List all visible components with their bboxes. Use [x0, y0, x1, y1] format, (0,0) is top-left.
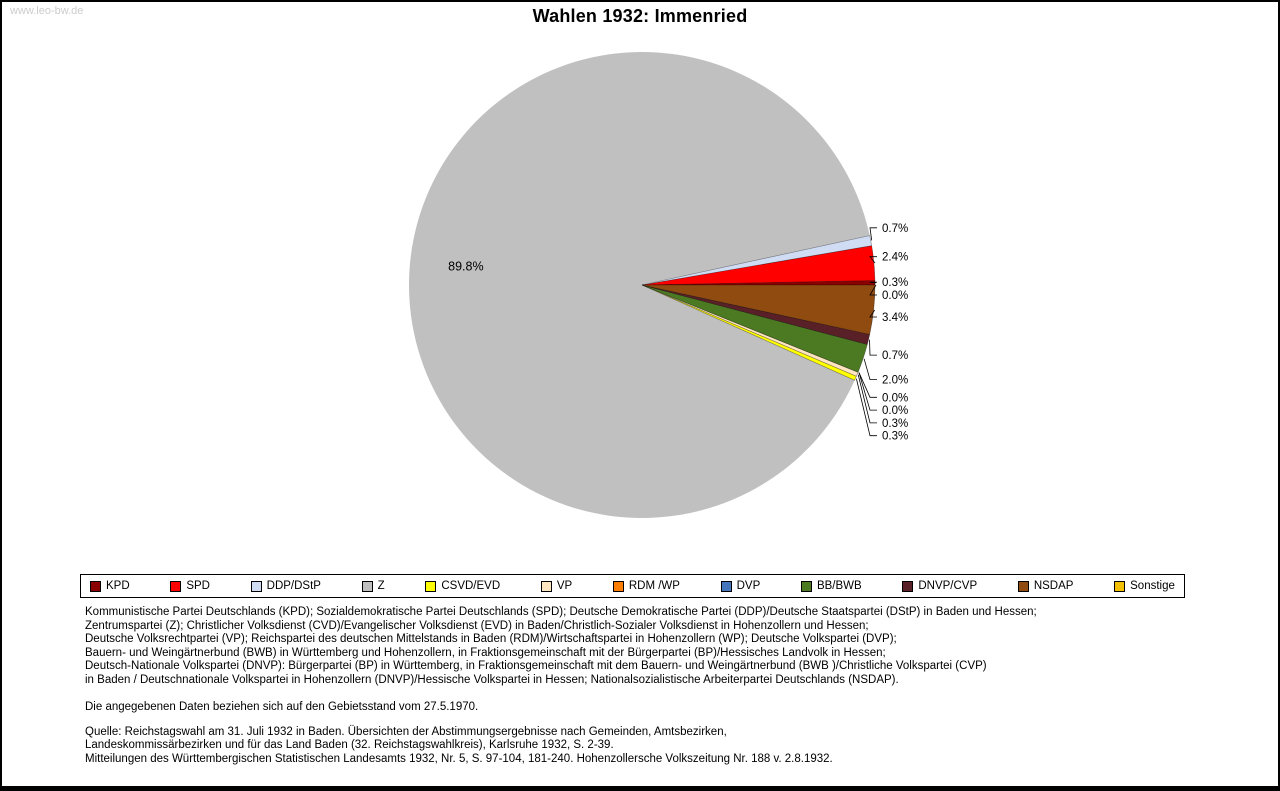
legend-label: DNVP/CVP	[918, 580, 978, 592]
legend-item-dnvp-cvp: DNVP/CVP	[902, 580, 977, 592]
legend-item-sonstige: Sonstige	[1114, 580, 1175, 592]
legend-swatch-nsdap	[1017, 580, 1029, 592]
text-line: Quelle: Reichstagswahl am 31. Juli 1932 …	[85, 725, 727, 738]
label-leader-line-ddp-dstp	[869, 227, 877, 241]
legend-item-vp: VP	[540, 580, 573, 592]
legend-item-csvd-evd: CSVD/EVD	[425, 580, 500, 592]
label-leader-line-spd	[869, 256, 877, 264]
legend-label: KPD	[106, 580, 130, 592]
legend-label: BB/BWB	[816, 580, 862, 592]
legend-label: CSVD/EVD	[441, 580, 501, 592]
legend-swatch-kpd	[90, 580, 101, 592]
party-abbreviation-lines: Kommunistische Partei Deutschlands (KPD)…	[85, 606, 1037, 687]
legend-item-ddp-dstp: DDP/DStP	[250, 580, 321, 592]
text-line: Deutsch-Nationale Volkspartei (DNVP): Bü…	[85, 660, 987, 672]
footer-notes: Kommunistische Partei Deutschlands (KPD)…	[85, 606, 1037, 766]
chart-title: Wahlen 1932: Immenried	[532, 6, 748, 26]
text-line: in Baden / Deutschnationale Volkspartei …	[85, 673, 899, 686]
legend-item-nsdap: NSDAP	[1017, 580, 1074, 592]
label-leader-line-sonstige	[869, 284, 877, 296]
legend-label: SPD	[186, 580, 210, 592]
pie-slice-dnvp-cvp	[641, 284, 871, 345]
label-leader-line-rdm-wp	[858, 372, 877, 398]
legend-swatch-vp	[540, 580, 552, 592]
legend-swatch-csvd-evd	[425, 580, 437, 592]
label-leader-line-dnvp-cvp	[869, 339, 877, 356]
pie-label-sonstige: 0.0%	[882, 290, 908, 302]
pie-slice-spd	[641, 245, 876, 286]
text-line: Mitteilungen des Württembergischen Stati…	[85, 752, 833, 765]
label-leader-line-vp	[857, 374, 877, 424]
pie-slice-vp	[641, 284, 859, 377]
label-leader-line-bb-bwb	[863, 358, 877, 381]
pie-label-dvp: 0.0%	[882, 405, 908, 417]
text-line: Landeskommissärbezirken und für das Land…	[85, 739, 614, 751]
legend-label: Z	[377, 580, 385, 592]
pie-label-kpd: 0.3%	[882, 277, 908, 289]
label-leader-line-nsdap	[869, 309, 877, 318]
legend-item-dvp: DVP	[720, 580, 761, 592]
label-leader-line-kpd	[869, 281, 877, 284]
legend-swatch-dnvp-cvp	[902, 580, 914, 592]
legend-item-bb-bwb: BB/BWB	[800, 580, 862, 592]
legend-swatch-ddp-dstp	[250, 580, 262, 592]
label-leader-line-dvp	[858, 372, 877, 411]
pie-slice-ddp-dstp	[641, 235, 872, 286]
pie-label-spd: 2.4%	[882, 252, 908, 264]
pie-label-bb-bwb: 2.0%	[882, 375, 908, 387]
label-leader-line-csvd-evd	[856, 378, 877, 437]
legend-item-rdm-wp: RDM /WP	[612, 580, 680, 592]
legend-label: DDP/DStP	[266, 580, 321, 592]
pie-slice-csvd-evd	[641, 284, 857, 381]
legend-item-z: Z	[361, 580, 385, 592]
pie-label-rdm-wp: 0.0%	[882, 392, 908, 404]
gebietsstand-note: Die angegebenen Daten beziehen sich auf …	[85, 701, 479, 713]
legend-item-kpd: KPD	[90, 580, 130, 592]
source-note: Quelle: Reichstagswahl am 31. Juli 1932 …	[85, 726, 1037, 767]
pie-slice-bb-bwb	[641, 284, 868, 373]
legend-label: RDM /WP	[628, 580, 680, 592]
pie-label-inside-z: 89.8%	[448, 260, 483, 274]
text-line: Bauern- und Weingärtnerbund (BWB) in Wür…	[85, 646, 886, 659]
legend: KPD SPD DDP/DStP Z CSVD/EVD VP RDM /WP DVP BB/BW…	[80, 574, 1185, 598]
text-line: Deutsche Volksrechtpartei (VP); Reichspa…	[85, 633, 897, 645]
pie-chart: 89.8%0.7%2.4%0.3%0.0%3.4%0.7%2.0%0.0%0.0…	[408, 52, 908, 519]
text-line: Zentrumspartei (Z); Christlicher Volksdi…	[85, 619, 869, 632]
text-line: Kommunistische Partei Deutschlands (KPD)…	[85, 606, 1037, 618]
legend-swatch-sonstige	[1114, 580, 1126, 592]
legend-swatch-spd	[170, 580, 182, 592]
legend-label: VP	[556, 580, 573, 592]
legend-label: NSDAP	[1033, 580, 1074, 592]
legend-swatch-bb-bwb	[800, 580, 812, 592]
pie-label-vp: 0.3%	[882, 418, 908, 430]
legend-swatch-dvp	[720, 580, 732, 592]
pie-slice-z	[408, 52, 870, 519]
legend-swatch-z	[361, 580, 373, 592]
pie-label-dnvp-cvp: 0.7%	[882, 350, 908, 362]
pie-label-csvd-evd: 0.3%	[882, 431, 908, 443]
pie-label-nsdap: 3.4%	[882, 312, 908, 324]
legend-label: DVP	[736, 580, 761, 592]
pie-slice-nsdap	[641, 284, 876, 335]
legend-label: Sonstige	[1130, 580, 1175, 592]
legend-item-spd: SPD	[170, 580, 210, 592]
watermark: www.leo-bw.de	[10, 5, 84, 17]
legend-swatch-rdm-wp	[612, 580, 624, 592]
pie-label-ddp-dstp: 0.7%	[882, 223, 908, 235]
